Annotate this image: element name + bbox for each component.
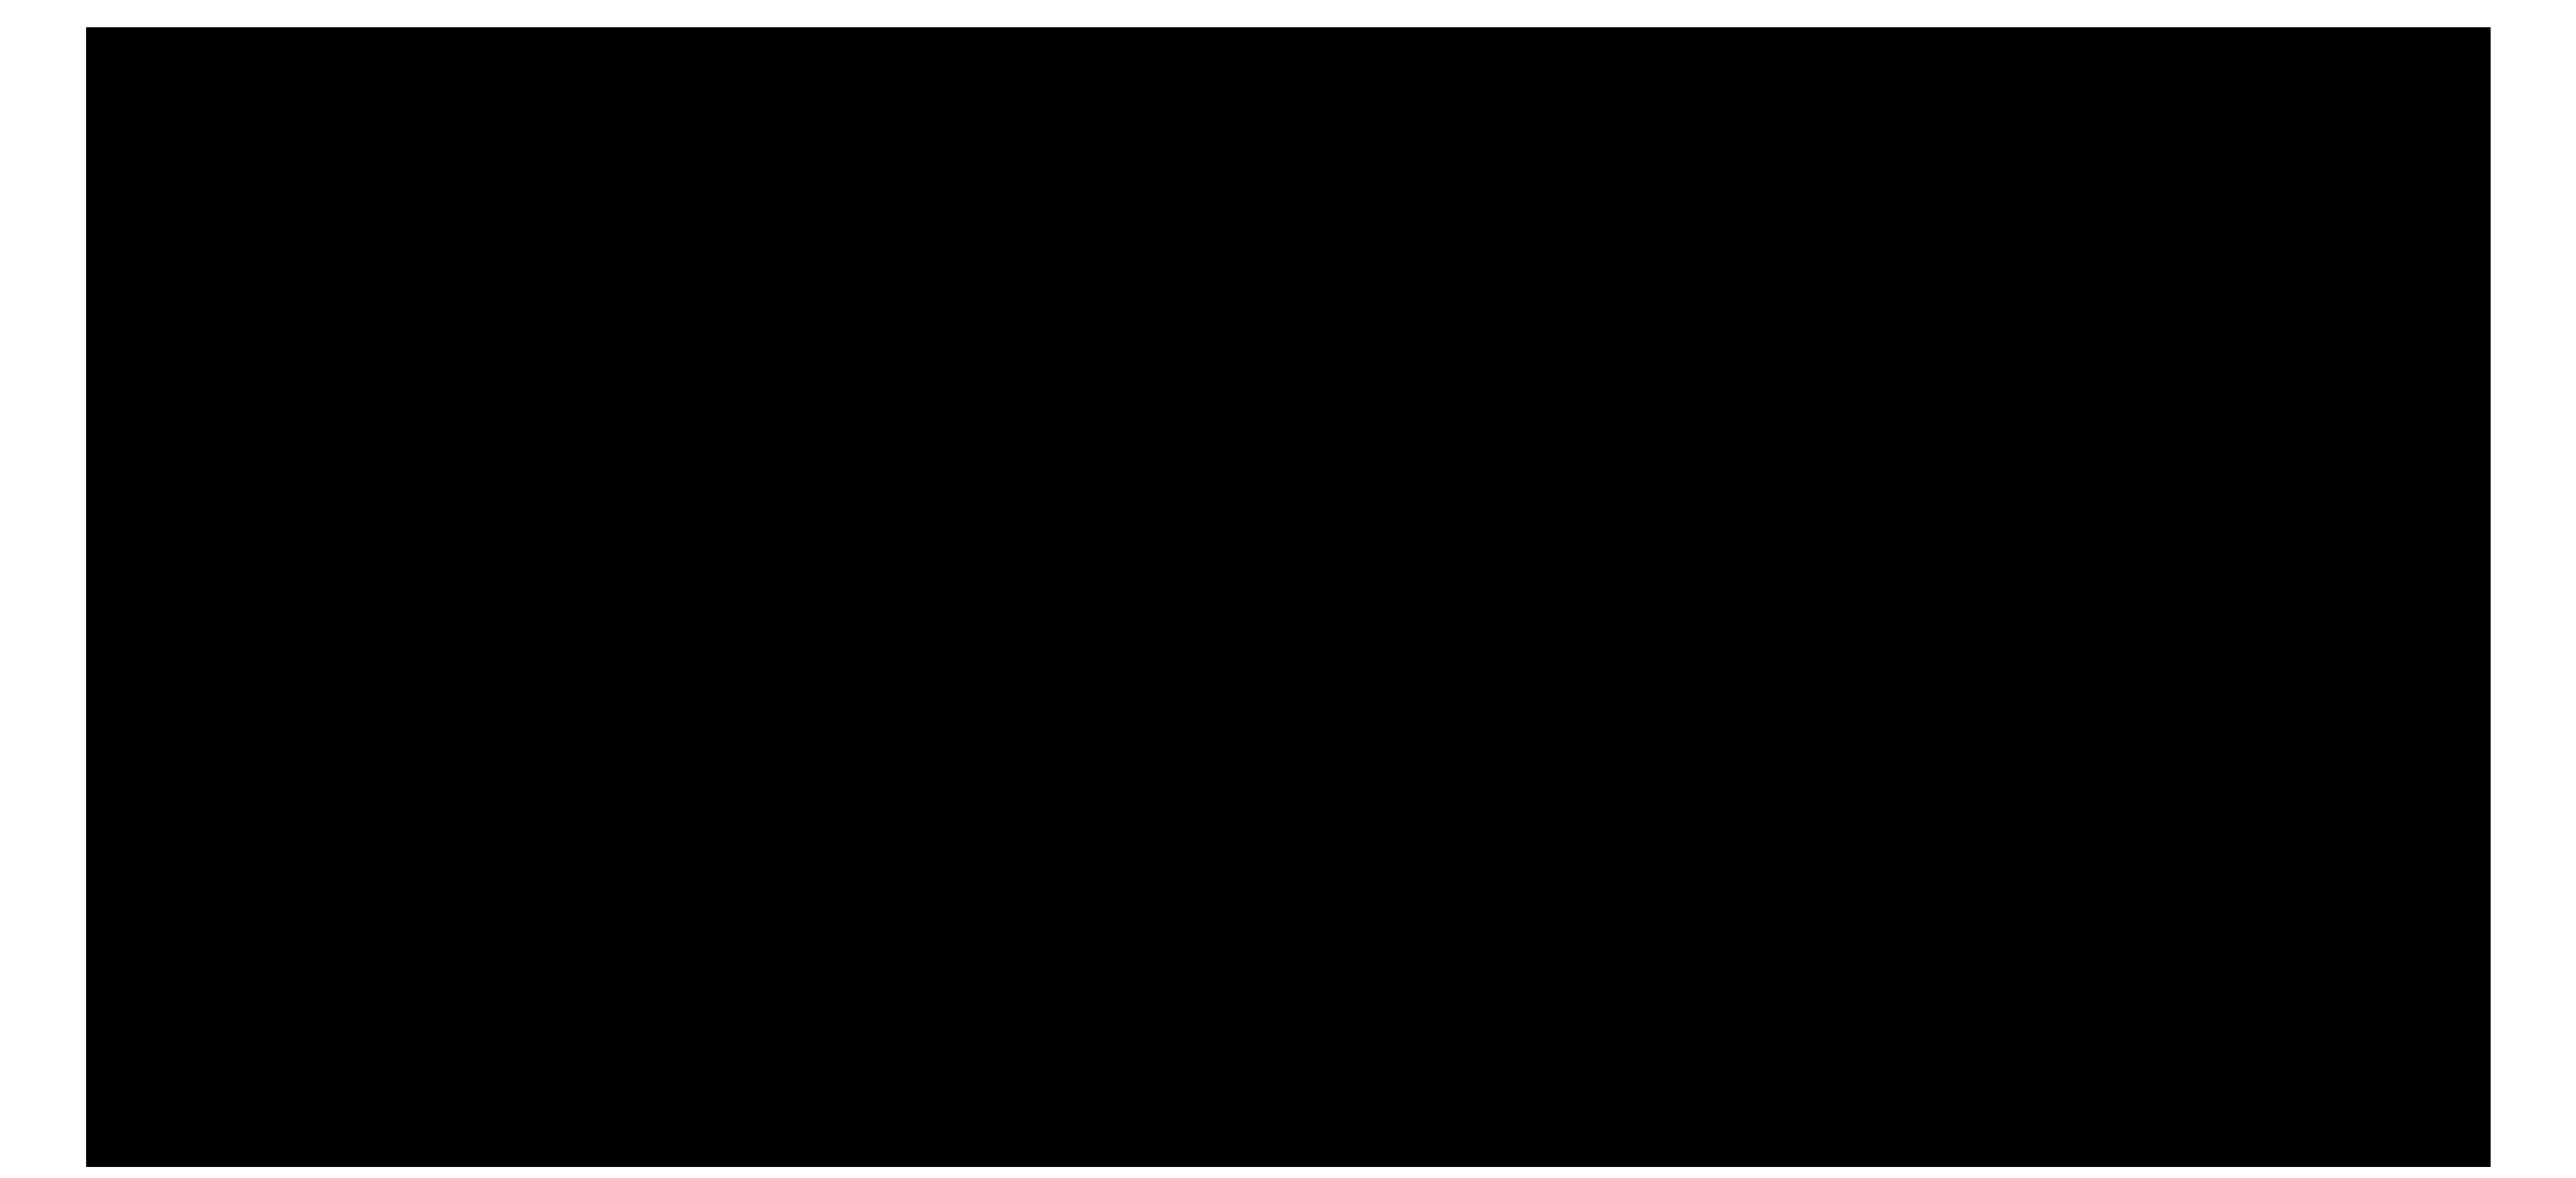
wordcloud-canvas [86, 27, 2491, 1167]
